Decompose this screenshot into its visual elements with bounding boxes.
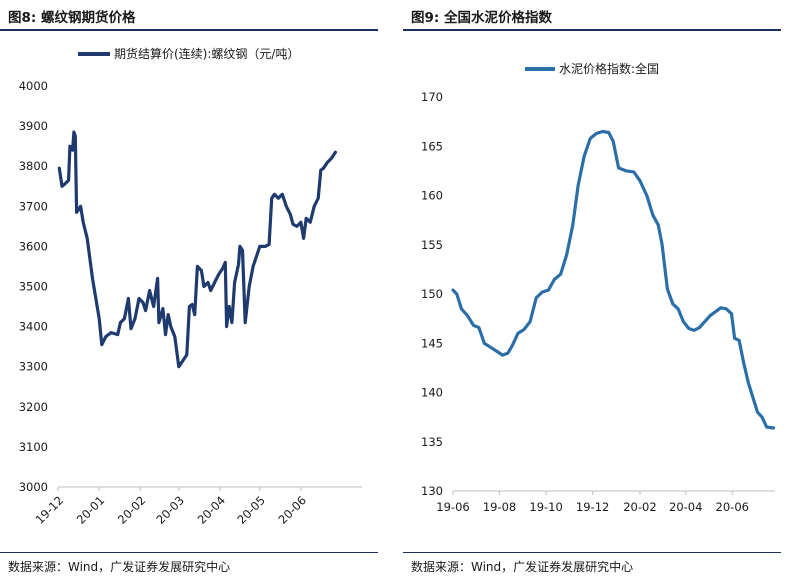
y-tick-label: 3400 [19,320,48,334]
x-tick-label: 19-08 [483,500,516,514]
chart-title: 螺纹钢期货价格 [41,10,136,26]
x-tick-label: 20-02 [623,500,656,514]
legend: 水泥价格指数:全国 [525,61,659,76]
legend: 期货结算价(连续):螺纹钢（元/吨） [78,46,299,61]
legend-label: 水泥价格指数:全国 [559,61,659,76]
x-tick-label: 20-05 [234,493,268,527]
source-note: 数据来源：Wind，广发证券发展研究中心 [8,560,231,574]
bottom-rule [403,552,781,553]
top-rule [403,29,781,31]
series-line [57,130,337,369]
y-tick-label: 3900 [19,119,48,133]
y-tick-label: 3300 [19,360,48,374]
y-tick-label: 165 [421,139,443,153]
panel-cement-index: 图9: 全国水泥价格指数 水泥价格指数:全国 170 165 160 155 150 145… [403,0,787,581]
source-note: 数据来源：Wind，广发证券发展研究中心 [411,560,634,574]
figure-label: 图8: [8,10,37,26]
x-tick-label: 20-04 [669,500,702,514]
y-tick-label: 160 [421,189,443,203]
x-tick-label: 19-12 [33,493,67,527]
chart-title: 全国水泥价格指数 [444,10,552,26]
y-tick-label: 155 [421,238,443,252]
x-tick-label: 19-12 [576,500,609,514]
x-tick-label: 20-03 [153,493,187,527]
y-tick-label: 150 [421,287,443,301]
y-tick-label: 140 [421,386,443,400]
series-line [451,129,776,430]
bottom-rule [0,552,378,553]
panel-rebar-futures: 图8: 螺纹钢期货价格 期货结算价(连续):螺纹钢（元/吨） 4000 3900 38… [0,0,384,581]
y-tick-label: 130 [421,484,443,498]
x-tick-label: 19-10 [529,500,562,514]
y-tick-label: 170 [421,90,443,104]
figure-title: 图9: 全国水泥价格指数 [411,6,552,26]
y-tick-label: 145 [421,336,443,350]
figure-title: 图8: 螺纹钢期货价格 [8,6,136,26]
x-tick-label: 20-06 [716,500,749,514]
top-rule [0,29,378,31]
legend-label: 期货结算价(连续):螺纹钢（元/吨） [114,46,299,61]
y-tick-label: 4000 [19,79,48,93]
x-tick-label: 20-01 [74,493,108,527]
y-tick-label: 3500 [19,280,48,294]
y-tick-label: 3700 [19,199,48,213]
x-tick-label: 20-06 [276,493,310,527]
x-tick-label: 19-06 [436,500,469,514]
cement-index-chart: 水泥价格指数:全国 170 165 160 155 150 145 140 135 130 19-0… [421,61,776,514]
y-tick-label: 3100 [19,440,48,454]
x-tick-label: 20-02 [115,493,149,527]
x-tick-label: 20-04 [195,493,229,527]
rebar-futures-chart: 期货结算价(连续):螺纹钢（元/吨） 4000 3900 3800 3700 3600 35… [19,46,362,527]
y-tick-label: 3200 [19,400,48,414]
y-tick-label: 135 [421,435,443,449]
y-tick-label: 3600 [19,239,48,253]
y-tick-label: 3000 [19,480,48,494]
figure-label: 图9: [411,10,440,26]
y-tick-label: 3800 [19,159,48,173]
